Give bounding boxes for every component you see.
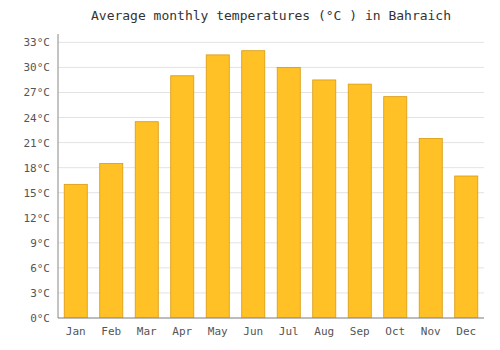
- x-tick-label: Mar: [137, 325, 157, 338]
- y-tick-label: 12°C: [24, 212, 51, 225]
- y-tick-label: 24°C: [24, 112, 51, 125]
- x-tick-label: Jul: [279, 325, 299, 338]
- grid-line: [58, 92, 484, 93]
- x-tick-label: Dec: [456, 325, 476, 338]
- y-tick-label: 15°C: [24, 187, 51, 200]
- x-tick-label: Jan: [66, 325, 86, 338]
- grid: [58, 42, 484, 318]
- grid-line: [58, 318, 484, 319]
- x-tick-label: Oct: [385, 325, 405, 338]
- bar: [384, 97, 407, 318]
- y-tick-label: 27°C: [24, 86, 51, 99]
- x-tick-label: Apr: [172, 325, 192, 338]
- bar: [206, 55, 229, 318]
- title: Average monthly temperatures (°C ) in Ba…: [91, 8, 451, 23]
- bar: [419, 138, 442, 318]
- bars: [64, 51, 478, 318]
- bar: [277, 67, 300, 318]
- y-tick-label: 6°C: [30, 262, 50, 275]
- bar: [135, 122, 158, 318]
- y-axis-line: [58, 34, 59, 318]
- y-tick-label: 3°C: [30, 287, 50, 300]
- x-axis-line: [58, 318, 484, 319]
- y-tick-label: 30°C: [24, 61, 51, 74]
- x-ticks: Jan Feb Mar Apr May Jun Jul Aug Sep Oct Nov Dec: [66, 325, 476, 338]
- chart: Average monthly temperatures (°C ) in Ba…: [0, 0, 500, 350]
- x-tick-label: Feb: [101, 325, 121, 338]
- bar: [455, 176, 478, 318]
- grid-line: [58, 42, 484, 43]
- grid-line: [58, 67, 484, 68]
- bar: [100, 163, 123, 318]
- y-ticks: 0°C 3°C 6°C 9°C 12°C 15°C 18°C 21°C 24°C 27°C 30°C…: [24, 36, 51, 325]
- x-tick-label: Nov: [421, 325, 441, 338]
- y-tick-label: 33°C: [24, 36, 51, 49]
- y-tick-label: 21°C: [24, 137, 51, 150]
- y-tick-label: 0°C: [30, 312, 50, 325]
- y-tick-label: 18°C: [24, 162, 51, 175]
- bar: [171, 76, 194, 318]
- y-tick-label: 9°C: [30, 237, 50, 250]
- x-tick-label: May: [208, 325, 228, 338]
- bar: [348, 84, 371, 318]
- bar: [242, 51, 265, 318]
- x-tick-label: Sep: [350, 325, 370, 338]
- bar: [64, 184, 87, 318]
- x-tick-label: Aug: [314, 325, 334, 338]
- grid-line: [58, 117, 484, 118]
- bar: [313, 80, 336, 318]
- x-tick-label: Jun: [243, 325, 263, 338]
